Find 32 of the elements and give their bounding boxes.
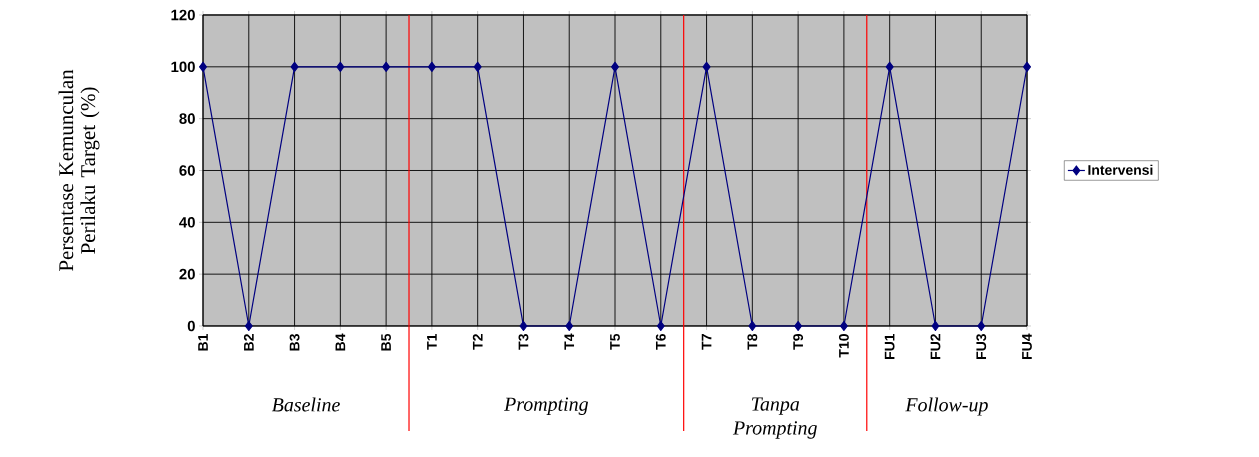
- x-tick-label: B3: [289, 334, 300, 351]
- x-tick-label: T7: [701, 334, 712, 350]
- x-tick-label: T5: [610, 333, 620, 350]
- x-tick-label: B1: [198, 333, 208, 351]
- text: Baseline: [271, 397, 340, 412]
- y-tick-label: 120: [171, 9, 195, 21]
- x-tick-label: T3: [518, 334, 529, 350]
- y-tick-label: 100: [171, 61, 195, 73]
- x-tick-label: T9: [793, 334, 804, 350]
- x-tick-label: B5: [381, 333, 391, 351]
- text: Follow-up: [905, 397, 988, 416]
- x-tick-label: T4: [564, 333, 575, 350]
- y-tick-label: 20: [179, 268, 195, 280]
- x-tick-label: T6: [655, 334, 666, 350]
- x-tick-label: B2: [243, 334, 254, 351]
- text: Prompting: [503, 397, 589, 415]
- y-tick-label: 0: [187, 320, 195, 332]
- y-tick-label: 60: [179, 165, 195, 176]
- x-tick-label: T2: [472, 334, 483, 350]
- x-tick-label: FU2: [930, 334, 941, 359]
- x-tick-label: B4: [335, 333, 346, 351]
- x-tick-label: T8: [747, 333, 758, 350]
- text: Tanpa Prompting: [732, 397, 817, 439]
- x-tick-label: FU1: [884, 333, 895, 359]
- x-tick-label: FU3: [976, 334, 987, 359]
- y-tick-label: 80: [179, 113, 195, 124]
- y-axis-title: Persentase Kemunculan Perilaku Target (%): [58, 69, 100, 271]
- legend-label: Intervensi: [1088, 164, 1153, 175]
- x-tick-label: FU4: [1022, 333, 1032, 359]
- x-tick-label: T1: [427, 333, 437, 350]
- x-tick-label: T10: [838, 334, 849, 358]
- y-tick-label: 40: [179, 217, 195, 228]
